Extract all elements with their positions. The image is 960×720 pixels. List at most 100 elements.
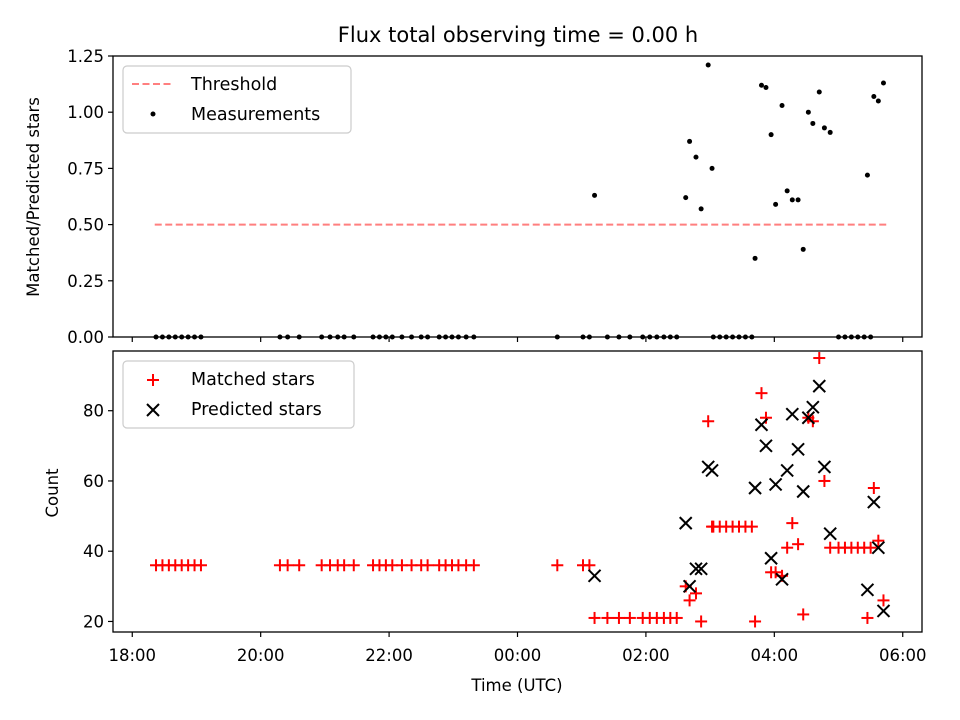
matched-star-point	[467, 559, 480, 572]
predicted-star-stroke-b	[801, 411, 816, 425]
time-x-tick-label: 18:00	[108, 646, 156, 665]
matched-star-point	[670, 611, 683, 624]
legend-threshold-label: Threshold	[190, 75, 277, 95]
matched-star-point	[745, 520, 758, 533]
measurement-point	[592, 192, 598, 198]
matched-star-point	[421, 559, 434, 572]
time-x-tick-label: 02:00	[622, 646, 670, 665]
count-legend-box	[122, 360, 355, 429]
predicted-star-point	[764, 551, 778, 565]
matched-star-point	[781, 541, 794, 554]
legend-measurements-label: Measurements	[191, 105, 320, 125]
predicted-star-point	[796, 484, 810, 499]
predicted-star-point	[754, 418, 769, 432]
predicted-star-stroke-b	[812, 379, 826, 393]
measurement-point	[693, 154, 699, 160]
matched-star-point	[813, 352, 826, 365]
ratio-legend-box	[122, 65, 352, 134]
ratio-y-tick-label: 1.25	[67, 47, 104, 66]
matched-star-point	[818, 474, 831, 487]
predicted-star-stroke-b	[860, 583, 875, 597]
predicted-star-stroke-b	[759, 439, 773, 453]
measurement-point	[768, 132, 774, 138]
measurement-point	[752, 255, 758, 261]
predicted-star-point	[682, 579, 697, 594]
legend-matched-label: Matched stars	[191, 370, 315, 390]
count-y-tick-label: 40	[83, 542, 104, 561]
predicted-star-point	[791, 442, 805, 457]
measurement-point	[763, 84, 769, 90]
predicted-star-stroke-b	[754, 418, 769, 432]
measurement-point	[779, 102, 785, 108]
count-legend: Matched stars Predicted stars	[122, 360, 355, 429]
predicted-star-point	[801, 411, 816, 425]
matched-star-point	[689, 587, 702, 600]
predicted-star-point	[812, 379, 826, 393]
predicted-star-point	[871, 540, 886, 555]
count-panel: 20 40 60 80 18:00 20:00 22:00 00:00 02:00 04:00 0…	[43, 350, 927, 695]
ratio-x-ticks	[131, 337, 904, 342]
matched-star-point	[551, 559, 564, 572]
matched-star-point	[769, 566, 782, 579]
time-x-tick-label: 04:00	[751, 646, 799, 665]
measurement-point	[875, 98, 881, 104]
predicted-star-stroke-b	[587, 569, 602, 583]
predicted-star-stroke-b	[679, 516, 693, 530]
measurement-point	[800, 246, 806, 252]
matched-star-point	[588, 611, 601, 624]
ratio-y-tick-label: 1.00	[67, 103, 104, 122]
matched-star-point	[293, 559, 306, 572]
matched-star-point	[281, 559, 294, 572]
count-y-axis-label: Count	[43, 468, 62, 518]
count-y-axis: 20 40 60 80	[83, 402, 113, 631]
time-x-tick-label: 22:00	[365, 646, 413, 665]
predicted-star-point	[823, 526, 837, 541]
count-plot-area	[150, 352, 891, 628]
matched-star-point	[194, 559, 207, 572]
ratio-y-tick-label: 0.25	[67, 272, 104, 291]
matched-star-point	[864, 541, 877, 554]
matched-star-point	[792, 538, 805, 551]
predicted-star-stroke-b	[876, 604, 891, 618]
measurement-point	[687, 138, 693, 144]
predicted-star-stroke-b	[791, 442, 805, 457]
predicted-star-stroke-b	[817, 460, 832, 474]
predicted-star-point	[780, 463, 794, 478]
predicted-star-point	[817, 460, 832, 474]
measurement-point	[816, 89, 822, 95]
matched-star-point	[755, 387, 768, 400]
matched-star-point	[861, 611, 874, 624]
ratio-y-axis: 0.00 0.25 0.50 0.75 1.00 1.25	[67, 47, 113, 347]
matched-star-point	[872, 534, 885, 547]
predicted-star-point	[759, 439, 773, 453]
time-x-tick-label: 20:00	[237, 646, 285, 665]
measurement-point	[709, 165, 715, 171]
predicted-star-stroke-b	[689, 562, 703, 576]
predicted-star-point	[748, 481, 762, 495]
predicted-star-stroke-b	[871, 540, 886, 555]
matched-star-point	[683, 594, 696, 607]
predicted-star-point	[806, 400, 820, 414]
matched-star-point	[612, 611, 625, 624]
predicted-star-point	[867, 495, 881, 509]
time-x-tick-label: 00:00	[494, 646, 542, 665]
matched-star-point	[786, 517, 799, 530]
predicted-star-stroke-b	[748, 481, 762, 495]
count-y-tick-label: 60	[83, 472, 104, 491]
predicted-star-stroke-b	[775, 572, 789, 587]
predicted-star-stroke-b	[768, 477, 783, 492]
measurement-point	[821, 125, 827, 131]
matched-star-point	[695, 615, 708, 628]
predicted-star-stroke-b	[705, 463, 719, 478]
predicted-star-point	[587, 569, 602, 583]
predicted-star-stroke-b	[785, 407, 800, 421]
matched-star-point	[347, 559, 360, 572]
ratio-legend: Threshold Measurements	[122, 65, 352, 134]
measurement-point	[758, 82, 764, 88]
predicted-star-stroke-b	[694, 562, 708, 576]
count-y-tick-label: 80	[83, 402, 104, 421]
predicted-star-stroke-b	[867, 495, 881, 509]
matched-star-point	[867, 481, 880, 494]
measurement-point	[795, 197, 801, 203]
